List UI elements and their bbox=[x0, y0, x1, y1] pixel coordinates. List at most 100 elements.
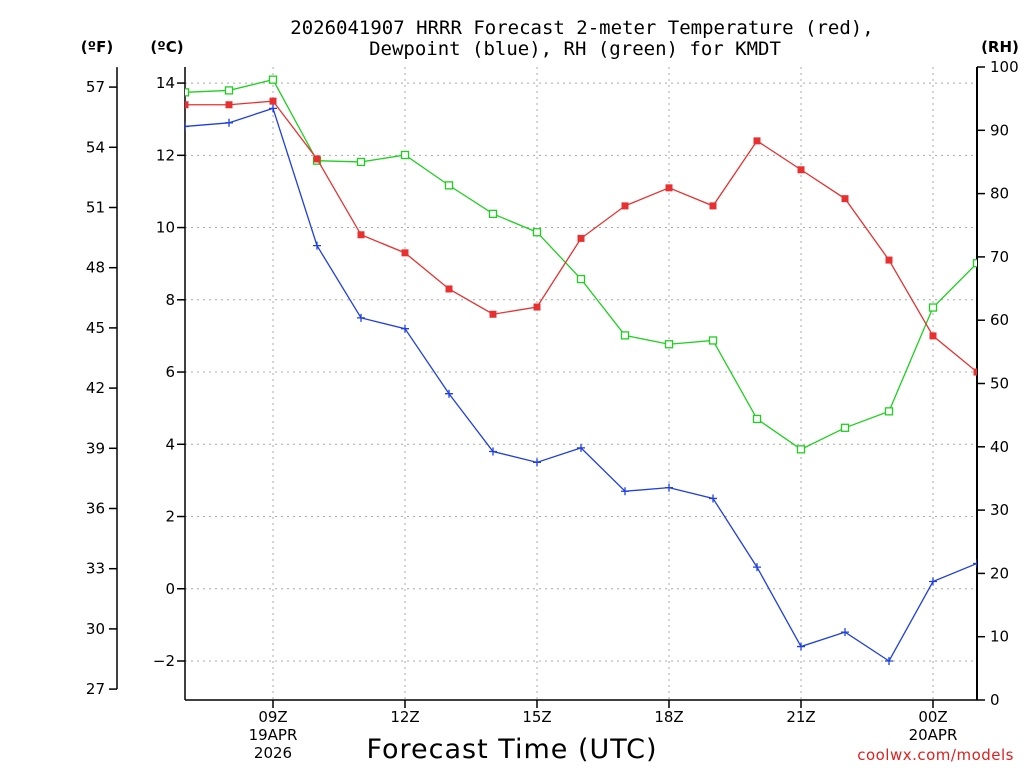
fahrenheit-tick-label: 36 bbox=[86, 499, 105, 517]
rh-tick-label: 80 bbox=[990, 185, 1009, 203]
temperature-point bbox=[533, 303, 541, 311]
rh-tick-label: 100 bbox=[990, 58, 1019, 76]
celsius-tick-label: −2 bbox=[153, 652, 175, 670]
dewpoint-point bbox=[185, 122, 189, 131]
rh-point bbox=[752, 414, 762, 424]
celsius-tick-label: 14 bbox=[156, 74, 175, 92]
temperature-point bbox=[225, 101, 233, 109]
time-tick-label: 09Z bbox=[258, 708, 287, 726]
temperature-point bbox=[665, 184, 673, 192]
temperature-point bbox=[841, 195, 849, 203]
dewpoint-point bbox=[357, 313, 365, 322]
temperature-series bbox=[185, 97, 977, 376]
date-label: 2026 bbox=[254, 744, 292, 762]
dewpoint-point bbox=[445, 389, 453, 398]
rh-point bbox=[400, 150, 410, 160]
fahrenheit-tick-label: 30 bbox=[86, 620, 105, 638]
rh-tick-label: 60 bbox=[990, 311, 1009, 329]
temperature-point bbox=[709, 202, 717, 210]
temperature-point bbox=[577, 234, 585, 242]
dewpoint-point bbox=[577, 443, 585, 452]
dewpoint-point bbox=[401, 324, 409, 333]
temperature-point bbox=[357, 231, 365, 239]
temperature-point bbox=[489, 310, 497, 318]
dewpoint-point bbox=[753, 563, 761, 572]
fahrenheit-tick-label: 42 bbox=[86, 379, 105, 397]
rh-line bbox=[185, 78, 977, 451]
fahrenheit-tick-label: 45 bbox=[86, 319, 105, 337]
rh-point bbox=[488, 209, 498, 219]
celsius-tick-label: 0 bbox=[165, 580, 175, 598]
rh-tick-label: 40 bbox=[990, 438, 1009, 456]
dewpoint-point bbox=[621, 487, 629, 496]
rh-point bbox=[972, 259, 977, 268]
temperature-point bbox=[973, 368, 977, 376]
data-series bbox=[185, 75, 977, 665]
rh-tick-label: 0 bbox=[990, 691, 1000, 709]
dewpoint-point bbox=[929, 577, 937, 586]
dewpoint-point bbox=[973, 559, 977, 568]
rh-point bbox=[708, 336, 718, 345]
dewpoint-point bbox=[665, 483, 673, 492]
dewpoint-point bbox=[885, 657, 893, 665]
rh-tick-label: 90 bbox=[990, 121, 1009, 139]
temperature-point bbox=[885, 256, 893, 264]
celsius-tick-label: 10 bbox=[156, 219, 175, 237]
dewpoint-point bbox=[225, 118, 233, 127]
celsius-tick-label: 12 bbox=[156, 146, 175, 164]
rh-tick-label: 70 bbox=[990, 248, 1009, 266]
celsius-tick-label: 8 bbox=[165, 291, 175, 309]
dewpoint-point bbox=[797, 642, 805, 651]
fahrenheit-tick-label: 51 bbox=[86, 198, 105, 216]
rh-series bbox=[185, 75, 977, 454]
dewpoint-line bbox=[185, 107, 977, 662]
celsius-axis-unit: (ºC) bbox=[150, 38, 183, 56]
dewpoint-point bbox=[269, 104, 277, 113]
temperature-point bbox=[621, 202, 629, 210]
time-tick-label: 21Z bbox=[786, 708, 815, 726]
rh-point bbox=[532, 228, 542, 237]
chart-title-line-2: Dewpoint (blue), RH (green) for KMDT bbox=[369, 38, 781, 60]
rh-axis-unit: (RH) bbox=[981, 38, 1019, 56]
dewpoint-series bbox=[185, 104, 977, 665]
rh-point bbox=[796, 445, 806, 454]
axes: 27 30 33 36 39 42 45 48 51 54 57 −2 0 2 4 6 8 10 12 14 0 10 20… bbox=[86, 58, 1019, 709]
dewpoint-point bbox=[841, 628, 849, 637]
rh-point bbox=[664, 340, 674, 349]
x-axis-title: Forecast Time (UTC) bbox=[366, 734, 657, 765]
rh-point bbox=[576, 274, 586, 284]
time-tick-label: 12Z bbox=[390, 708, 419, 726]
time-tick-label: 15Z bbox=[522, 708, 551, 726]
fahrenheit-tick-label: 54 bbox=[86, 138, 105, 156]
temperature-point bbox=[313, 155, 321, 163]
chart-title-line-1: 2026041907 HRRR Forecast 2-meter Tempera… bbox=[290, 17, 873, 39]
rh-point bbox=[444, 181, 454, 190]
rh-point bbox=[928, 303, 938, 312]
celsius-tick-label: 2 bbox=[165, 508, 175, 526]
rh-tick-label: 30 bbox=[990, 501, 1009, 519]
fahrenheit-tick-label: 57 bbox=[86, 78, 105, 96]
time-tick-label: 18Z bbox=[654, 708, 683, 726]
rh-point bbox=[224, 86, 234, 95]
rh-point bbox=[620, 331, 630, 340]
temperature-point bbox=[797, 166, 805, 174]
rh-point bbox=[356, 157, 366, 167]
gridlines bbox=[185, 67, 977, 700]
fahrenheit-tick-label: 39 bbox=[86, 439, 105, 457]
fahrenheit-tick-label: 33 bbox=[86, 560, 105, 578]
temperature-point bbox=[445, 285, 453, 293]
dewpoint-point bbox=[533, 458, 541, 467]
time-tick-label: 00Z bbox=[918, 708, 947, 726]
fahrenheit-axis-unit: (ºF) bbox=[81, 38, 113, 56]
rh-tick-label: 10 bbox=[990, 628, 1009, 646]
rh-tick-label: 20 bbox=[990, 564, 1009, 582]
date-label: 19APR bbox=[249, 726, 298, 744]
rh-point bbox=[268, 75, 278, 84]
rh-point bbox=[884, 407, 894, 416]
fahrenheit-tick-label: 48 bbox=[86, 259, 105, 277]
rh-point bbox=[185, 88, 190, 97]
celsius-tick-label: 4 bbox=[165, 435, 175, 453]
fahrenheit-tick-label: 27 bbox=[86, 680, 105, 698]
